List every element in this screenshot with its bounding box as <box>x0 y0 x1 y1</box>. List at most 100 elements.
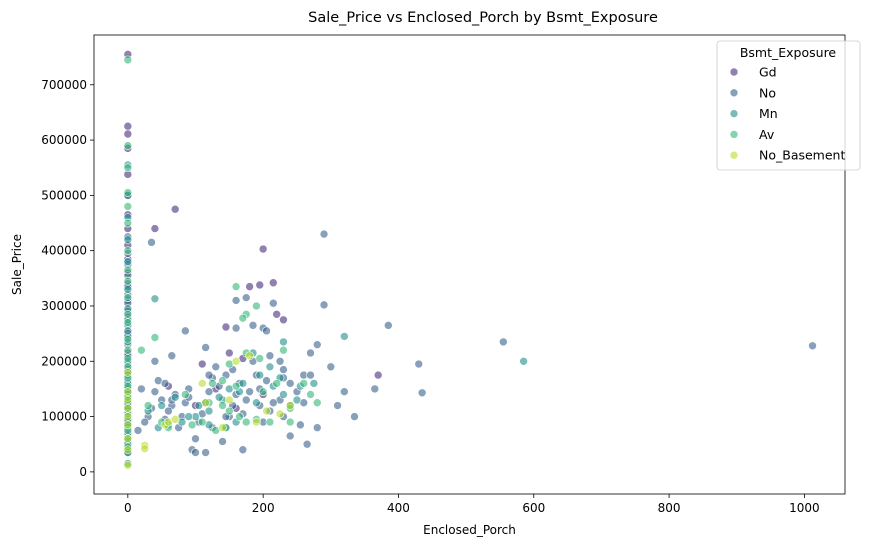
data-point <box>123 354 133 363</box>
data-point <box>231 282 241 291</box>
legend-label: No <box>759 85 776 100</box>
data-point <box>123 395 133 405</box>
data-point <box>137 384 146 394</box>
x-tick-label: 600 <box>522 501 545 515</box>
data-point <box>123 276 133 286</box>
data-point <box>268 278 278 288</box>
y-tick-label: 600000 <box>41 133 87 147</box>
data-point <box>187 420 197 430</box>
data-point <box>306 390 315 399</box>
data-point <box>333 401 342 410</box>
data-point <box>265 417 275 427</box>
data-point <box>285 417 295 427</box>
x-tick-label: 1000 <box>789 501 820 515</box>
data-point <box>160 379 170 388</box>
x-tick-label: 400 <box>387 501 410 515</box>
data-point <box>225 395 234 405</box>
data-point <box>218 423 227 432</box>
data-point <box>238 313 248 323</box>
data-point <box>255 370 265 380</box>
data-point <box>123 326 133 336</box>
data-point <box>302 439 312 449</box>
data-point <box>140 444 150 453</box>
data-point <box>123 285 133 294</box>
data-point <box>262 376 271 385</box>
data-point <box>197 379 207 388</box>
data-point <box>370 384 380 394</box>
legend-marker <box>729 88 739 98</box>
data-point <box>272 309 281 319</box>
data-point <box>150 294 160 304</box>
data-point <box>255 354 265 363</box>
data-point <box>204 370 214 380</box>
data-point <box>279 337 288 347</box>
data-point <box>292 395 302 405</box>
data-point <box>221 322 231 332</box>
data-point <box>197 417 207 427</box>
data-point <box>225 348 234 358</box>
data-point <box>181 326 190 336</box>
data-point <box>241 417 251 427</box>
legend-marker <box>729 109 739 118</box>
data-point <box>208 379 217 388</box>
data-point <box>296 420 305 430</box>
data-point <box>181 390 190 399</box>
data-point <box>238 445 248 455</box>
data-point <box>252 398 261 408</box>
data-point <box>350 412 359 421</box>
data-point <box>191 448 200 457</box>
y-tick-label: 200000 <box>41 354 87 368</box>
plot-frame <box>93 34 846 495</box>
data-point <box>312 340 322 349</box>
data-point <box>170 204 180 214</box>
data-point <box>123 265 133 275</box>
data-point <box>123 345 133 355</box>
data-point <box>123 141 133 150</box>
data-point <box>312 398 322 408</box>
y-tick-label: 500000 <box>41 188 87 202</box>
data-point <box>231 296 241 305</box>
data-point <box>262 326 271 336</box>
data-point <box>265 351 275 361</box>
data-point <box>268 298 278 308</box>
data-point <box>123 368 133 377</box>
data-point <box>255 280 265 290</box>
data-point <box>201 448 210 457</box>
data-point <box>279 365 288 374</box>
data-point <box>285 379 295 388</box>
data-point <box>164 406 173 416</box>
data-point <box>252 301 261 311</box>
y-tick-label: 100000 <box>41 410 87 424</box>
data-point <box>123 235 133 244</box>
legend-title: Bsmt_Exposure <box>740 45 837 60</box>
x-tick-label: 0 <box>124 501 132 515</box>
legend-items: Gd No Mn Av No_Basement <box>729 65 845 163</box>
data-point <box>499 337 508 347</box>
data-point <box>123 218 133 228</box>
data-point <box>211 362 221 372</box>
data-point <box>218 376 227 385</box>
data-point <box>312 423 322 432</box>
data-point <box>231 356 241 366</box>
data-point <box>414 359 424 369</box>
data-point <box>245 351 254 361</box>
data-point <box>123 129 133 139</box>
data-point <box>245 282 254 291</box>
data-point <box>150 356 160 366</box>
data-point <box>384 321 393 330</box>
data-point <box>123 460 133 470</box>
data-point <box>191 434 200 443</box>
data-point <box>140 417 150 427</box>
x-axis-ticks: 0 200 400 600 800 1000 <box>124 494 820 515</box>
legend-marker <box>729 67 739 77</box>
data-point <box>262 406 271 416</box>
data-point <box>319 229 329 239</box>
data-point <box>306 348 315 358</box>
data-point <box>218 437 227 446</box>
data-point <box>340 387 349 396</box>
data-point <box>150 387 160 396</box>
data-point <box>241 293 251 302</box>
legend-label: Gd <box>759 65 777 80</box>
data-point <box>235 412 244 421</box>
